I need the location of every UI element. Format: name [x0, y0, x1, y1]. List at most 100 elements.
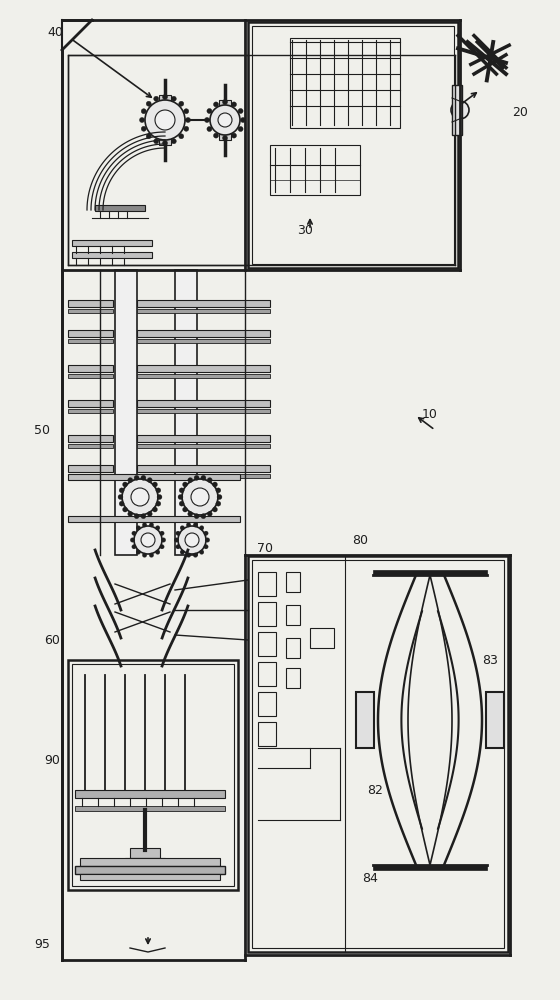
- Circle shape: [136, 550, 141, 554]
- Bar: [310, 628, 334, 648]
- Circle shape: [179, 134, 184, 139]
- Circle shape: [142, 523, 147, 527]
- Bar: [68, 55, 248, 265]
- Bar: [68, 660, 238, 890]
- Circle shape: [217, 494, 222, 499]
- Circle shape: [174, 538, 179, 542]
- Circle shape: [176, 545, 180, 549]
- Bar: [68, 330, 113, 337]
- Circle shape: [162, 95, 167, 100]
- Circle shape: [204, 117, 209, 122]
- Bar: [72, 240, 152, 246]
- Circle shape: [123, 507, 128, 512]
- Circle shape: [119, 488, 124, 493]
- Circle shape: [134, 514, 139, 519]
- Circle shape: [156, 488, 161, 493]
- Circle shape: [134, 475, 139, 480]
- Circle shape: [184, 109, 189, 114]
- Circle shape: [213, 133, 218, 138]
- Bar: [137, 400, 270, 407]
- Circle shape: [204, 531, 208, 535]
- Bar: [68, 474, 240, 480]
- Circle shape: [204, 545, 208, 549]
- Text: 30: 30: [297, 224, 313, 236]
- Bar: [175, 270, 197, 555]
- Bar: [130, 848, 160, 858]
- Bar: [286, 572, 300, 592]
- Bar: [373, 570, 487, 575]
- Circle shape: [183, 482, 188, 487]
- Bar: [68, 409, 113, 413]
- Circle shape: [152, 482, 157, 487]
- Bar: [68, 435, 113, 442]
- Bar: [219, 100, 231, 108]
- Circle shape: [141, 514, 146, 519]
- Circle shape: [207, 478, 212, 483]
- Bar: [248, 556, 508, 952]
- Text: 84: 84: [362, 871, 378, 884]
- Circle shape: [160, 531, 164, 535]
- Bar: [80, 874, 220, 880]
- Bar: [258, 722, 276, 746]
- Circle shape: [176, 531, 180, 535]
- Circle shape: [132, 545, 136, 549]
- Text: 40: 40: [47, 25, 63, 38]
- Circle shape: [212, 507, 217, 512]
- Circle shape: [147, 478, 152, 483]
- Circle shape: [142, 553, 147, 557]
- Circle shape: [178, 526, 206, 554]
- Circle shape: [128, 511, 133, 516]
- Text: 70: 70: [257, 542, 273, 554]
- Text: 60: 60: [44, 634, 60, 647]
- Bar: [75, 866, 225, 874]
- Text: 90: 90: [44, 754, 60, 766]
- Bar: [252, 26, 454, 264]
- Circle shape: [185, 533, 199, 547]
- Bar: [286, 668, 300, 688]
- Bar: [68, 516, 240, 522]
- Bar: [72, 664, 234, 886]
- Circle shape: [179, 488, 184, 493]
- Bar: [137, 365, 270, 372]
- Circle shape: [222, 135, 227, 140]
- Circle shape: [152, 507, 157, 512]
- Circle shape: [136, 526, 141, 530]
- Bar: [452, 85, 462, 135]
- Bar: [137, 409, 270, 413]
- Bar: [486, 692, 504, 748]
- Circle shape: [185, 117, 190, 122]
- Text: 82: 82: [367, 784, 383, 796]
- Circle shape: [186, 523, 191, 527]
- Circle shape: [153, 139, 158, 144]
- Bar: [258, 632, 276, 656]
- Circle shape: [210, 105, 240, 135]
- Circle shape: [186, 553, 191, 557]
- Circle shape: [147, 511, 152, 516]
- Circle shape: [238, 108, 243, 113]
- Circle shape: [240, 117, 245, 122]
- Circle shape: [145, 100, 185, 140]
- Circle shape: [141, 109, 146, 114]
- Circle shape: [207, 108, 212, 113]
- Circle shape: [132, 531, 136, 535]
- Circle shape: [171, 96, 176, 101]
- Bar: [137, 474, 270, 478]
- Bar: [68, 444, 113, 448]
- Text: 50: 50: [34, 424, 50, 436]
- Bar: [286, 605, 300, 625]
- Circle shape: [207, 511, 212, 516]
- Circle shape: [207, 126, 212, 131]
- Circle shape: [218, 113, 232, 127]
- Circle shape: [212, 482, 217, 487]
- Circle shape: [182, 479, 218, 515]
- Circle shape: [141, 126, 146, 131]
- Bar: [258, 602, 276, 626]
- Circle shape: [156, 550, 160, 554]
- Bar: [290, 38, 400, 128]
- Text: 83: 83: [482, 654, 498, 666]
- Bar: [159, 137, 171, 145]
- Bar: [373, 865, 487, 870]
- Bar: [356, 692, 374, 748]
- Circle shape: [188, 511, 193, 516]
- Bar: [258, 692, 276, 716]
